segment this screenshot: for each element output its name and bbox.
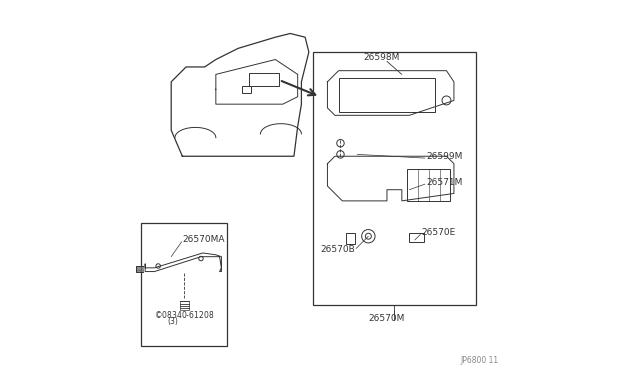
Text: 26570MA: 26570MA: [182, 235, 225, 244]
Bar: [141, 223, 227, 346]
Bar: [312, 52, 476, 305]
Bar: [242, 86, 251, 93]
Bar: [410, 232, 424, 242]
Text: 26598M: 26598M: [363, 53, 399, 62]
Text: JP6800 11: JP6800 11: [460, 356, 499, 365]
Bar: [339, 78, 435, 112]
Bar: [180, 301, 189, 310]
Bar: [408, 169, 450, 201]
Text: 26571M: 26571M: [426, 178, 462, 187]
Text: 26570M: 26570M: [369, 314, 405, 323]
Text: (3): (3): [168, 317, 179, 326]
Bar: [136, 270, 143, 271]
Text: 26570E: 26570E: [422, 228, 456, 237]
Bar: [136, 267, 143, 268]
Bar: [136, 269, 143, 270]
Text: $\copyright$08340-61208: $\copyright$08340-61208: [154, 309, 214, 320]
Bar: [346, 232, 355, 244]
Bar: [250, 73, 279, 86]
Text: 26570B: 26570B: [321, 245, 355, 254]
Text: 26599M: 26599M: [426, 152, 462, 161]
